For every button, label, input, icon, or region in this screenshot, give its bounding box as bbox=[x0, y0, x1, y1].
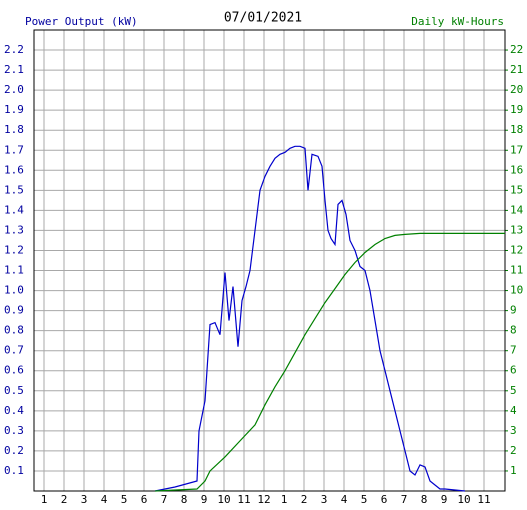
y2-tick-label: 3 bbox=[510, 424, 517, 437]
x-tick-label: 4 bbox=[341, 493, 348, 506]
y2-tick-label: 17 bbox=[510, 143, 523, 156]
y2-tick-label: 7 bbox=[510, 344, 517, 357]
x-tick-label: 7 bbox=[161, 493, 168, 506]
y2-tick-label: 1 bbox=[510, 464, 517, 477]
y2-tick-label: 11 bbox=[510, 264, 523, 277]
x-tick-label: 5 bbox=[121, 493, 128, 506]
y-tick-label: 0.2 bbox=[4, 444, 24, 457]
y2-tick-label: 9 bbox=[510, 304, 517, 317]
y-tick-label: 1.4 bbox=[4, 203, 24, 216]
x-tick-label: 9 bbox=[441, 493, 448, 506]
y-tick-label: 1.0 bbox=[4, 284, 24, 297]
y-tick-label: 0.5 bbox=[4, 384, 24, 397]
y-tick-label: 1.5 bbox=[4, 183, 24, 196]
x-tick-label: 9 bbox=[201, 493, 208, 506]
x-tick-label: 7 bbox=[401, 493, 408, 506]
y2-axis-title: Daily kW-Hours bbox=[411, 15, 504, 28]
x-tick-label: 2 bbox=[301, 493, 308, 506]
x-tick-label: 6 bbox=[381, 493, 388, 506]
x-tick-label: 10 bbox=[217, 493, 230, 506]
y2-tick-label: 6 bbox=[510, 364, 517, 377]
y-tick-label: 1.6 bbox=[4, 163, 24, 176]
x-tick-label: 5 bbox=[361, 493, 368, 506]
x-tick-label: 12 bbox=[257, 493, 270, 506]
y-tick-label: 1.1 bbox=[4, 264, 24, 277]
y-tick-label: 1.8 bbox=[4, 123, 24, 136]
y-tick-label: 0.4 bbox=[4, 404, 24, 417]
y2-tick-label: 14 bbox=[510, 203, 524, 216]
y2-tick-label: 20 bbox=[510, 83, 523, 96]
y2-tick-label: 2 bbox=[510, 444, 517, 457]
y-axis-title: Power Output (kW) bbox=[25, 15, 138, 28]
x-tick-label: 6 bbox=[141, 493, 148, 506]
y2-tick-label: 8 bbox=[510, 324, 517, 337]
x-tick-label: 11 bbox=[237, 493, 250, 506]
y-tick-label: 0.8 bbox=[4, 324, 24, 337]
y2-tick-label: 4 bbox=[510, 404, 517, 417]
y2-tick-label: 21 bbox=[510, 63, 523, 76]
x-tick-label: 2 bbox=[61, 493, 68, 506]
plot-border bbox=[33, 29, 506, 492]
y-tick-label: 0.7 bbox=[4, 344, 24, 357]
y-tick-label: 0.6 bbox=[4, 364, 24, 377]
x-tick-label: 1 bbox=[41, 493, 48, 506]
x-tick-label: 4 bbox=[101, 493, 108, 506]
y-tick-label: 1.3 bbox=[4, 223, 24, 236]
y-tick-label: 1.2 bbox=[4, 243, 24, 256]
y2-tick-label: 19 bbox=[510, 103, 523, 116]
x-tick-label: 3 bbox=[81, 493, 88, 506]
x-tick-label: 3 bbox=[321, 493, 328, 506]
y-tick-label: 1.9 bbox=[4, 103, 24, 116]
y-tick-label: 1.7 bbox=[4, 143, 24, 156]
x-tick-label: 10 bbox=[457, 493, 470, 506]
y-tick-label: 2.0 bbox=[4, 83, 24, 96]
y2-tick-label: 13 bbox=[510, 223, 523, 236]
y-tick-label: 0.3 bbox=[4, 424, 24, 437]
y-tick-label: 2.1 bbox=[4, 63, 24, 76]
data-line bbox=[154, 232, 505, 492]
y-tick-label: 0.1 bbox=[4, 464, 24, 477]
x-tick-label: 8 bbox=[421, 493, 428, 506]
data-line bbox=[154, 145, 466, 492]
y2-tick-label: 10 bbox=[510, 284, 523, 297]
x-tick-label: 1 bbox=[281, 493, 288, 506]
x-tick-label: 11 bbox=[477, 493, 490, 506]
y2-tick-label: 12 bbox=[510, 243, 523, 256]
chart-title: 07/01/2021 bbox=[224, 11, 302, 26]
x-tick-label: 8 bbox=[181, 493, 188, 506]
y2-tick-label: 22 bbox=[510, 43, 523, 56]
y2-tick-label: 18 bbox=[510, 123, 523, 136]
y2-tick-label: 15 bbox=[510, 183, 523, 196]
y-tick-label: 0.9 bbox=[4, 304, 24, 317]
y2-tick-label: 5 bbox=[510, 384, 517, 397]
y2-tick-label: 16 bbox=[510, 163, 523, 176]
y-tick-label: 2.2 bbox=[4, 43, 24, 56]
